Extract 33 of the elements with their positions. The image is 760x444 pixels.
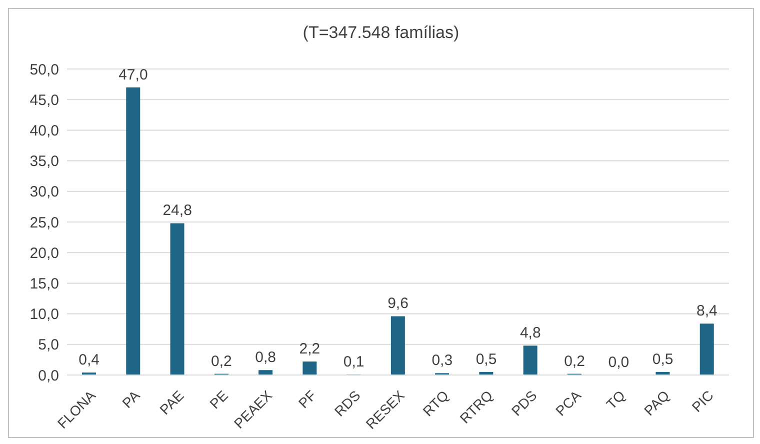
data-label: 0,4 <box>78 352 100 369</box>
data-label: 2,2 <box>299 340 320 358</box>
y-tick-label: 15,0 <box>30 276 59 293</box>
data-label: 0,2 <box>211 352 232 370</box>
data-label: 0,0 <box>608 354 630 371</box>
data-label: 9,6 <box>388 295 408 312</box>
data-label: 0,2 <box>564 352 585 370</box>
y-tick-label: 30,0 <box>30 184 59 201</box>
x-tick-label: PF <box>295 387 320 412</box>
y-tick-label: 20,0 <box>30 244 59 262</box>
data-label: 0,5 <box>476 350 497 368</box>
y-tick-label: 10,0 <box>30 306 59 324</box>
data-label: 0,8 <box>255 349 276 366</box>
data-label: 47,0 <box>118 66 148 84</box>
data-label: 4,8 <box>520 324 541 342</box>
y-tick-label: 35,0 <box>30 153 59 170</box>
x-tick-label: PA <box>118 386 144 411</box>
x-tick-label: TQ <box>603 387 628 412</box>
y-tick-label: 0,0 <box>38 367 59 384</box>
y-tick-label: 25,0 <box>30 214 59 232</box>
data-label: 8,4 <box>696 302 718 320</box>
x-tick-label: PE <box>206 387 231 412</box>
chart-title: (T=347.548 famílias) <box>302 23 460 43</box>
y-tick-label: 40,0 <box>30 122 59 140</box>
y-tick-label: 45,0 <box>30 92 59 109</box>
x-tick-label: PCA <box>552 386 584 419</box>
data-label: 0,5 <box>652 350 674 368</box>
y-tick-label: 50,0 <box>30 61 59 78</box>
x-tick-label: PIC <box>688 387 716 415</box>
data-label: 0,3 <box>432 352 453 370</box>
data-label: 0,1 <box>343 353 364 370</box>
y-tick-label: 5,0 <box>38 336 59 354</box>
data-label: 24,8 <box>162 202 192 220</box>
